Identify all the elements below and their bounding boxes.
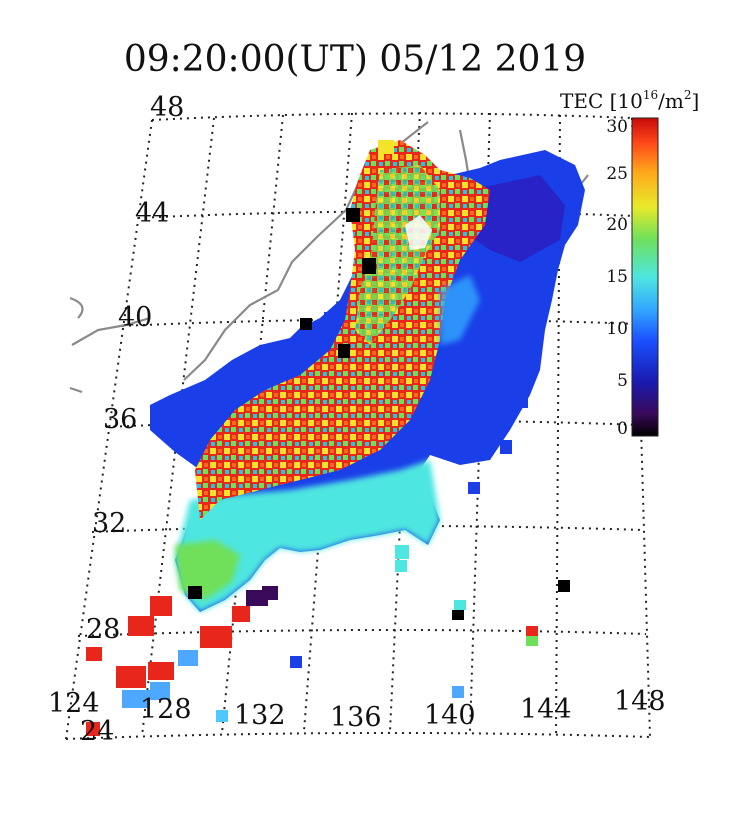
lat-label-32: 32: [92, 508, 126, 539]
colorbar-tick-30: 30: [606, 117, 628, 137]
lon-label-124: 124: [48, 688, 100, 719]
lat-label-28: 28: [86, 614, 120, 645]
colorbar-scale: [631, 117, 659, 437]
lon-label-128: 128: [140, 694, 192, 725]
lon-label-144: 144: [520, 694, 572, 725]
tec-coverage: [86, 140, 585, 736]
lat-label-36: 36: [103, 404, 137, 435]
lon-label-148: 148: [614, 686, 666, 717]
coverage-green-south: [175, 540, 240, 600]
colorbar: TEC [1016/m2] 30 25 20 15 10 5 0: [560, 88, 699, 439]
coverage-green-north: [355, 165, 440, 345]
lat-label-48: 48: [150, 92, 184, 123]
lon-label-140: 140: [424, 700, 476, 731]
colorbar-tick-25: 25: [606, 164, 628, 184]
lon-label-132: 132: [234, 700, 286, 731]
lat-label-40: 40: [118, 302, 152, 333]
longitude-labels: 124 128 132 136 140 144 148: [48, 686, 666, 733]
colorbar-tick-0: 0: [617, 419, 628, 439]
lat-label-24: 24: [80, 716, 114, 747]
map-title: 09:20:00(UT) 05/12 2019: [124, 39, 586, 80]
coverage-cyan-patch: [440, 275, 480, 345]
lat-label-44: 44: [135, 198, 169, 229]
colorbar-tick-15: 15: [606, 267, 628, 287]
colorbar-title: TEC [1016/m2]: [560, 88, 699, 113]
lon-label-136: 136: [330, 702, 382, 733]
coverage-gap-white: [405, 215, 432, 250]
colorbar-tick-10: 10: [606, 319, 628, 339]
colorbar-tick-20: 20: [606, 215, 628, 235]
colorbar-tick-5: 5: [617, 371, 628, 391]
latitude-labels: 48 44 40 36 32 28 24: [80, 92, 184, 747]
coverage-mid-south: [175, 460, 440, 612]
